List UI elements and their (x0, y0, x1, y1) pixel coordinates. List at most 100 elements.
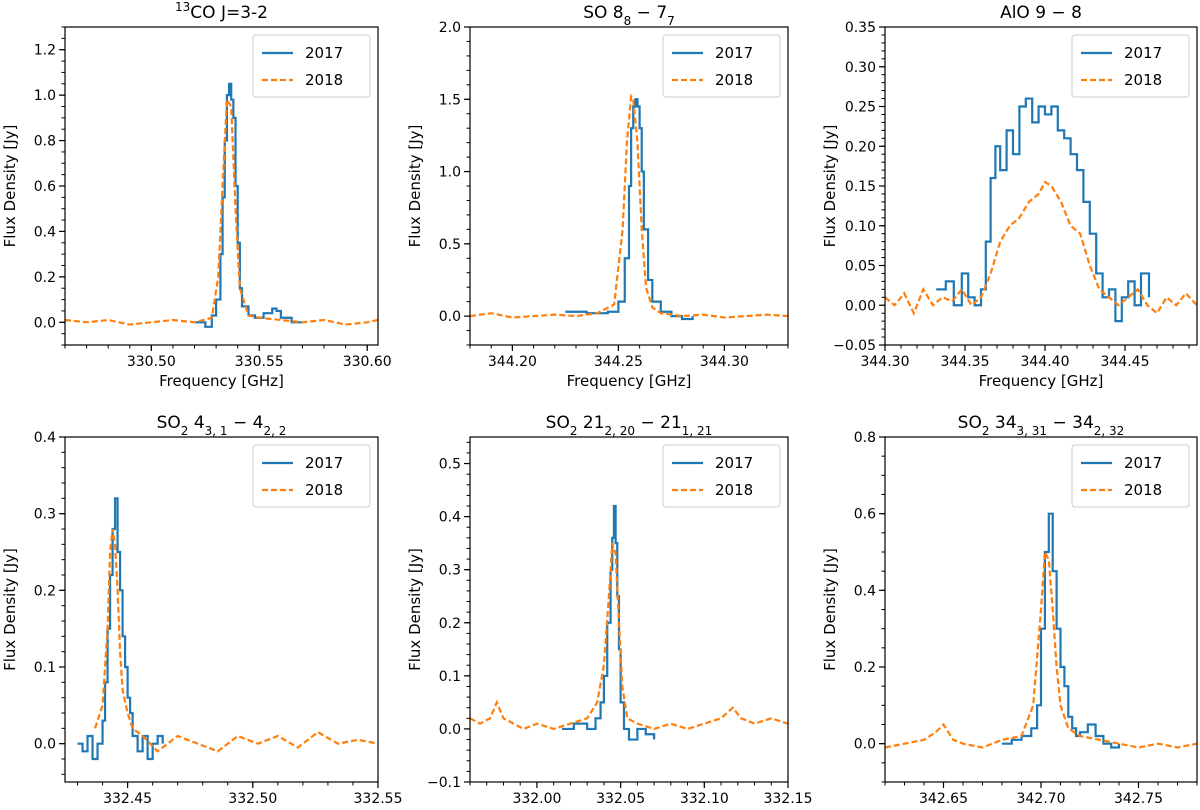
x-tick-label: 344.45 (1101, 354, 1150, 370)
series-2018 (885, 180, 1197, 316)
y-tick-label: 0.4 (439, 510, 461, 526)
y-axis-label: Flux Density [Jy] (1, 548, 19, 671)
series-group (470, 93, 788, 321)
legend-label-2017: 2017 (715, 44, 753, 62)
panel-6: 342.65 342.70 342.75 0.0 0.2 0.4 0.6 0.8 SO2 343… (821, 413, 1198, 810)
legend-label-2018: 2018 (305, 481, 343, 499)
legend: 2017 2018 (1071, 444, 1190, 508)
panel-title: SO2 212, 20 − 211, 21 (546, 413, 713, 438)
y-tick-label: 0.8 (34, 134, 56, 150)
y-tick-label: 0.2 (34, 270, 56, 286)
x-tick-label: 332.55 (354, 791, 403, 807)
legend-box (662, 444, 781, 508)
y-tick-label: 0.00 (845, 298, 876, 314)
legend: 2017 2018 (252, 444, 371, 508)
panel-2: 344.20 344.25 344.30 0.0 0.5 1.0 1.5 2.0 SO 88 −… (406, 3, 789, 390)
y-tick-label: 0.0 (854, 737, 876, 753)
legend-label-2017: 2017 (305, 44, 343, 62)
y-tick-label: 0.5 (439, 457, 461, 473)
y-tick-label: 0.6 (854, 507, 876, 523)
y-tick-label: 0.30 (845, 60, 876, 76)
y-tick-label: 0.0 (34, 315, 56, 331)
x-tick-label: 344.35 (941, 354, 990, 370)
legend-box (252, 34, 371, 98)
x-tick-label: 344.30 (700, 354, 749, 370)
legend: 2017 2018 (662, 34, 781, 98)
legend-box (1071, 444, 1190, 508)
y-tick-label: 0.0 (439, 722, 461, 738)
legend-box (252, 444, 371, 508)
y-tick-label: 0.4 (34, 430, 56, 446)
y-tick-label: −0.05 (833, 338, 876, 354)
x-tick-label: 342.70 (1017, 791, 1066, 807)
y-tick-label: 0.1 (439, 669, 461, 685)
y-tick-label: 0.4 (854, 583, 876, 599)
panel-1: 330.50 330.55 330.60 0.0 0.2 0.4 0.6 0.8 1.0 1.2 1… (1, 0, 392, 390)
panel-title: SO2 43, 1 − 42, 2 (157, 413, 287, 438)
legend-label-2017: 2017 (1124, 454, 1162, 472)
series-group (885, 512, 1197, 749)
axes-frame (469, 26, 789, 346)
legend-label-2017: 2017 (715, 454, 753, 472)
series-2017 (562, 504, 656, 741)
y-tick-label: 0.0 (34, 737, 56, 753)
y-tick-label: 0.2 (439, 616, 461, 632)
series-group (885, 97, 1197, 323)
x-axis-label: Frequency [GHz] (159, 372, 284, 390)
y-tick-label: 2.0 (439, 20, 461, 36)
x-tick-label: 344.40 (1021, 354, 1070, 370)
series-2017 (77, 497, 164, 761)
legend-label-2018: 2018 (715, 71, 753, 89)
x-tick-label: 344.20 (488, 354, 537, 370)
axes-frame (884, 436, 1198, 783)
series-group (77, 497, 378, 761)
x-tick-label: 330.55 (235, 354, 284, 370)
y-tick-label: 0.15 (845, 179, 876, 195)
y-tick-label: 0.5 (439, 237, 461, 253)
y-tick-label: 1.2 (34, 43, 56, 59)
series-2017 (1002, 512, 1121, 749)
legend-box (1071, 34, 1190, 98)
legend-label-2017: 2017 (1124, 44, 1162, 62)
y-axis-label: Flux Density [Jy] (406, 125, 424, 248)
series-2018 (65, 96, 378, 326)
y-tick-label: 0.25 (845, 100, 876, 116)
axes-frame (64, 26, 379, 346)
panel-title: AlO 9 − 8 (1000, 3, 1082, 23)
y-tick-label: 0.2 (854, 660, 876, 676)
y-tick-label: 0.6 (34, 179, 56, 195)
x-tick-label: 330.60 (343, 354, 392, 370)
panel-title: 13CO J=3-2 (175, 0, 268, 23)
axes-frame (884, 26, 1198, 346)
y-axis-label: Flux Density [Jy] (1, 125, 19, 248)
panel-5: 332.00 332.05 332.10 332.15 −0.1 0.0 0.1 0.2 0.3… (406, 413, 813, 810)
x-tick-label: 330.50 (127, 354, 176, 370)
y-tick-label: 1.5 (439, 92, 461, 108)
x-tick-label: 332.10 (680, 791, 729, 807)
panel-3: 344.30 344.35 344.40 344.45 −0.05 0.00 0.05 0.1… (821, 3, 1198, 390)
panel-4: 332.45 332.50 332.55 0.0 0.1 0.2 0.3 0.4 SO2 43,… (1, 413, 403, 810)
series-2018 (885, 547, 1197, 749)
y-tick-label: 0.0 (439, 309, 461, 325)
y-axis-label: Flux Density [Jy] (406, 548, 424, 671)
legend-label-2018: 2018 (305, 71, 343, 89)
x-tick-label: 342.75 (1114, 791, 1163, 807)
y-tick-label: 0.3 (439, 563, 461, 579)
y-axis-label: Flux Density [Jy] (821, 548, 839, 671)
y-tick-label: 0.4 (34, 224, 56, 240)
panel-title: SO2 343, 31 − 342, 32 (958, 413, 1125, 438)
x-tick-label: 342.65 (919, 791, 968, 807)
y-tick-label: 0.8 (854, 430, 876, 446)
series-group (65, 82, 378, 328)
y-tick-label: 1.0 (34, 88, 56, 104)
series-2017 (565, 98, 694, 321)
y-tick-label: 0.2 (34, 583, 56, 599)
legend-label-2018: 2018 (715, 481, 753, 499)
x-tick-label: 332.05 (596, 791, 645, 807)
y-tick-label: 0.20 (845, 139, 876, 155)
x-tick-label: 344.25 (594, 354, 643, 370)
axes-frame (469, 436, 789, 783)
x-tick-label: 344.30 (861, 354, 910, 370)
y-tick-label: 0.10 (845, 219, 876, 235)
